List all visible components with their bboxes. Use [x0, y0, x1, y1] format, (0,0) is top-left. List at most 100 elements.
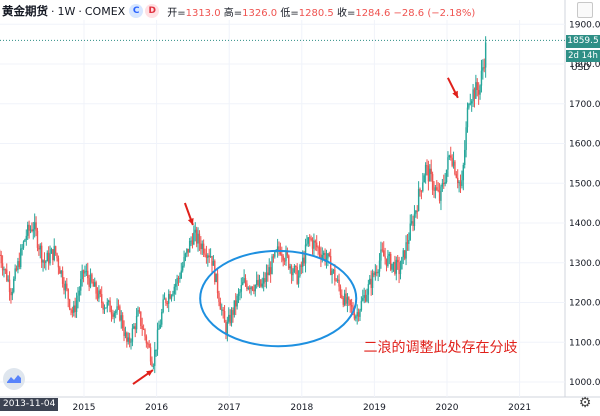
- candle-body: [29, 229, 32, 231]
- candle-body: [246, 283, 248, 289]
- candle-body: [335, 280, 337, 282]
- currency-label: USD: [571, 63, 590, 73]
- open-value: 1313.0: [185, 7, 221, 19]
- candle-body: [374, 272, 377, 276]
- candle-body: [198, 233, 201, 244]
- candle-body: [296, 266, 298, 284]
- y-tick-label: 1600.0: [569, 140, 600, 150]
- candle-body: [314, 240, 317, 243]
- candle-body: [208, 255, 210, 258]
- exchange-label: COMEX: [84, 4, 126, 18]
- low-value: 1280.5: [298, 7, 334, 19]
- high-label: 高: [223, 7, 234, 19]
- candle-body: [173, 286, 176, 294]
- candle-body: [468, 103, 470, 108]
- candle-body: [364, 295, 367, 302]
- candle-body: [317, 247, 319, 249]
- candle-body: [455, 174, 458, 178]
- tradingview-logo-icon[interactable]: [3, 368, 25, 390]
- candle-body: [477, 90, 480, 95]
- candle-body: [124, 332, 127, 336]
- candle-body: [10, 292, 12, 296]
- candle-body: [285, 250, 287, 262]
- candle-body: [236, 295, 238, 307]
- badge-d[interactable]: D: [145, 4, 160, 18]
- candle-body: [35, 222, 37, 231]
- candle-body: [74, 305, 76, 312]
- candle-body: [244, 278, 247, 284]
- candle-body: [251, 286, 254, 290]
- candle-body: [114, 311, 117, 313]
- candle-body: [46, 252, 48, 262]
- candle-body: [469, 103, 471, 105]
- candle-body: [464, 149, 466, 166]
- symbol-name[interactable]: 黄金期货: [2, 4, 48, 18]
- candle-body: [348, 297, 350, 300]
- candle-body: [334, 269, 336, 281]
- x-tick-label: 2020: [436, 403, 459, 413]
- candle-body: [163, 298, 166, 300]
- badge-c[interactable]: C: [129, 4, 144, 18]
- candle-body: [184, 253, 187, 257]
- candle-body: [33, 222, 36, 230]
- candle-body: [448, 155, 451, 158]
- candle-body: [218, 293, 220, 303]
- candle-body: [417, 189, 420, 211]
- candle-body: [424, 164, 427, 176]
- candle-body: [316, 242, 318, 248]
- candle-body: [17, 261, 19, 271]
- candle-body: [123, 328, 125, 336]
- square-toggle-icon[interactable]: [577, 2, 593, 18]
- candle-body: [92, 281, 95, 287]
- candle-body: [311, 240, 314, 249]
- candle-body: [475, 82, 477, 99]
- annotation-text: 二浪的调整此处存在分歧: [364, 340, 518, 356]
- candle-body: [116, 306, 118, 312]
- candle-body: [274, 251, 276, 257]
- candle-body: [290, 266, 293, 276]
- candle-body: [148, 344, 150, 348]
- candle-body: [119, 306, 121, 321]
- candle-body: [282, 256, 284, 261]
- candle-body: [177, 278, 180, 280]
- candle-body: [429, 168, 431, 182]
- candle-body: [155, 349, 157, 351]
- candle-body: [458, 182, 460, 184]
- candle-body: [324, 252, 326, 262]
- candle-body: [141, 326, 143, 330]
- candle-body: [88, 278, 90, 287]
- candle-body: [145, 336, 148, 344]
- candle-body: [47, 252, 50, 264]
- candle-body: [193, 232, 195, 245]
- candle-body: [286, 250, 289, 256]
- candle-body: [370, 278, 372, 288]
- candle-body: [289, 266, 291, 269]
- candle-body: [212, 261, 215, 266]
- y-tick-label: 1300.0: [569, 259, 600, 269]
- candle-body: [103, 307, 106, 310]
- candle-body: [242, 282, 244, 285]
- candle-body: [447, 157, 449, 170]
- candle-body: [239, 291, 241, 294]
- candle-body: [405, 242, 407, 259]
- candle-body: [87, 270, 89, 279]
- candle-body: [106, 302, 108, 308]
- x-tick-label: 2021: [508, 403, 531, 413]
- candle-body: [422, 182, 424, 192]
- interval-label[interactable]: 1W: [57, 4, 76, 18]
- candle-body: [223, 310, 226, 323]
- candle-body: [159, 324, 162, 329]
- gear-icon[interactable]: ⚙: [578, 395, 592, 411]
- candle-body: [355, 316, 357, 319]
- candle-body: [243, 278, 245, 283]
- candle-body: [452, 161, 455, 166]
- candle-body: [309, 237, 311, 239]
- candle-body: [20, 248, 22, 268]
- candle-body: [272, 256, 275, 258]
- candle-body: [451, 157, 453, 166]
- candle-body: [360, 300, 363, 311]
- candle-body: [43, 260, 46, 264]
- candle-body: [391, 263, 393, 270]
- candle-body: [378, 260, 381, 272]
